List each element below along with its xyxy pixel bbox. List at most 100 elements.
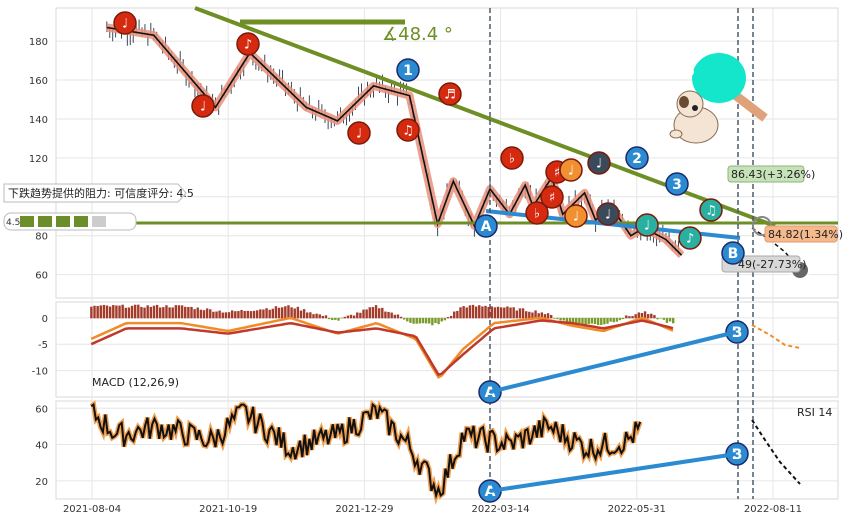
macd-bar <box>90 306 93 319</box>
macd-bar <box>596 317 600 325</box>
macd-bar <box>628 316 631 319</box>
macd-bar <box>331 317 334 321</box>
pattern-note-marker: ♭ <box>525 201 549 225</box>
macd-bar <box>130 305 134 319</box>
svg-text:3: 3 <box>672 177 682 193</box>
target-mid-box <box>764 225 838 243</box>
macd-bar <box>578 317 581 324</box>
svg-text:♬: ♬ <box>444 88 456 103</box>
macd-bar <box>105 305 109 319</box>
macd-histogram <box>90 304 675 326</box>
macd-bar <box>215 311 218 319</box>
macd-bar <box>349 314 353 319</box>
macd-bar <box>671 317 675 324</box>
macd-label: MACD (12,26,9) <box>92 376 179 389</box>
resistance-angle-label: ∡48.4 ° <box>382 24 453 45</box>
macd-bar <box>243 310 246 319</box>
macd-bar <box>274 306 278 319</box>
macd-bar <box>468 305 472 319</box>
macd-bar <box>546 313 550 319</box>
macd-bar <box>656 317 659 320</box>
macd-bar <box>621 317 625 320</box>
macd-bar <box>462 306 465 319</box>
macd-bar <box>149 306 153 319</box>
macd-bar <box>255 310 259 319</box>
macd-bar <box>115 305 118 319</box>
macd-bar <box>171 307 174 319</box>
macd-line <box>90 316 674 379</box>
macd-bar <box>437 317 440 325</box>
pattern-note-marker: ♫ <box>396 118 420 142</box>
macd-bar <box>234 311 237 319</box>
macd-bar <box>637 312 640 319</box>
macd-bar <box>559 317 562 321</box>
y-tick-label: -10 <box>32 367 48 378</box>
macd-bar <box>453 311 456 319</box>
macd-bar <box>518 308 522 319</box>
pattern-note-marker: ♪ <box>236 32 260 56</box>
macd-bar <box>384 311 387 319</box>
wave-marker-2: 2 <box>625 146 649 170</box>
macd-bar <box>99 305 102 319</box>
macd-bar <box>137 304 140 319</box>
macd-bar <box>503 307 506 319</box>
macd-bar <box>337 317 340 321</box>
target-mid-label: 84.82(1.34%) <box>768 228 843 241</box>
macd-bar <box>540 312 544 319</box>
macd-bar <box>571 317 575 325</box>
macd-divergence-line <box>489 330 737 394</box>
macd-bar <box>665 317 669 323</box>
svg-text:2: 2 <box>632 151 642 167</box>
score-icon <box>74 216 88 227</box>
score-icon <box>56 216 70 227</box>
macd-bar <box>634 314 637 319</box>
macd-bar <box>143 307 146 319</box>
macd-bar <box>434 317 437 324</box>
macd-bar <box>177 305 181 319</box>
rsi-line <box>90 402 642 500</box>
macd-bar <box>196 307 199 319</box>
macd-bar <box>550 314 553 319</box>
macd-bar <box>318 314 321 319</box>
macd-bar <box>606 317 609 324</box>
rsi-panel <box>55 400 839 500</box>
macd-bar <box>159 307 162 319</box>
macd-bar <box>262 309 265 319</box>
svg-text:A: A <box>485 484 496 500</box>
macd-bar <box>537 313 540 319</box>
x-tick-label: 2022-05-31 <box>608 504 666 515</box>
macd-bar <box>600 317 603 325</box>
macd-bar <box>543 314 547 319</box>
macd-bar <box>133 304 137 319</box>
macd-bar <box>108 306 112 319</box>
macd-bar <box>287 305 290 319</box>
x-tick-label: 2022-03-14 <box>472 504 530 515</box>
macd-bar <box>218 310 221 319</box>
svg-text:♪: ♪ <box>244 38 252 53</box>
macd-bar <box>643 311 647 319</box>
macd-bar <box>184 306 187 319</box>
macd-bar <box>418 317 422 324</box>
x-tick-label: 2021-10-19 <box>199 504 257 515</box>
macd-bar <box>459 307 462 319</box>
macd-bar <box>118 305 121 319</box>
macd-bar <box>249 311 253 319</box>
svg-text:B: B <box>728 246 739 262</box>
macd-bar <box>618 317 622 321</box>
target-up-box <box>727 165 805 183</box>
macd-bar <box>440 317 443 322</box>
macd-bar <box>168 307 171 319</box>
macd-bar <box>268 309 271 319</box>
resistance-callout-box <box>3 183 187 203</box>
y-tick-label: 180 <box>29 37 48 48</box>
macd-bar <box>93 305 96 319</box>
macd-bar <box>481 306 484 319</box>
y-tick-label: 140 <box>29 115 48 126</box>
pattern-note-marker: ♩ <box>596 202 620 226</box>
macd-bar <box>565 317 569 322</box>
svg-text:♩: ♩ <box>122 17 128 32</box>
macd-bar <box>615 317 619 322</box>
macd-bar <box>343 316 346 319</box>
score-icons <box>20 216 106 227</box>
macd-bar <box>124 307 127 319</box>
